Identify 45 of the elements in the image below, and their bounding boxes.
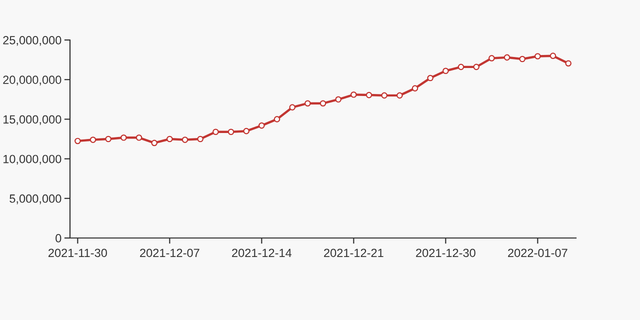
point: [519, 56, 526, 62]
y-tick-label: 15,000,000: [3, 115, 62, 125]
point: [151, 140, 158, 146]
point: [473, 64, 480, 70]
y-tick-label: 0: [56, 234, 62, 242]
point: [534, 53, 541, 60]
point: [136, 134, 142, 141]
point: [182, 136, 188, 143]
x-tick-label: 2021-11-30: [48, 248, 107, 258]
point: [381, 92, 388, 99]
point: [565, 60, 572, 67]
point: [458, 64, 464, 70]
point: [488, 55, 495, 62]
point: [90, 136, 96, 143]
point: [412, 85, 418, 92]
point: [366, 92, 372, 98]
x-tick-label: 2021-12-07: [140, 248, 200, 258]
y-tick-label: 5,000,000: [10, 194, 62, 204]
x-tick-label: 2021-12-14: [232, 248, 292, 258]
point: [105, 136, 112, 142]
point: [427, 74, 434, 82]
point: [228, 128, 234, 136]
x-tick-label: 2021-12-30: [416, 248, 476, 258]
point: [396, 92, 403, 99]
y-tick-label: 20,000,000: [3, 76, 62, 86]
point: [320, 100, 326, 107]
point: [350, 91, 357, 98]
point: [74, 138, 81, 144]
point: [442, 68, 449, 74]
point: [289, 104, 296, 110]
point: [504, 54, 510, 61]
point: [166, 136, 173, 142]
point: [304, 100, 311, 107]
point: [335, 96, 342, 103]
point: [120, 134, 127, 141]
x-tick-label: 2021-12-21: [324, 248, 384, 258]
point: [258, 122, 265, 129]
point: [550, 52, 556, 59]
point: [212, 128, 219, 136]
x-tick-label: 2022-01-07: [508, 248, 568, 258]
y-tick-label: 25,000,000: [3, 36, 62, 46]
point: [243, 128, 250, 134]
point: [274, 116, 280, 122]
y-tick-label: 10,000,000: [3, 154, 62, 165]
point: [197, 136, 204, 142]
